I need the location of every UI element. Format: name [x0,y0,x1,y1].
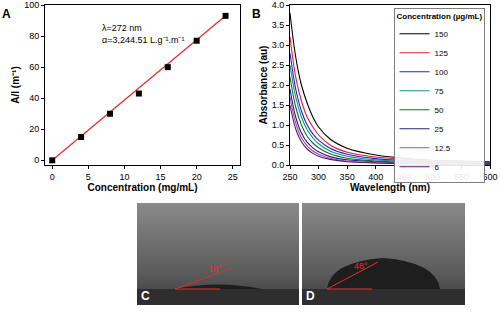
svg-text:0: 0 [50,172,55,182]
svg-text:D: D [306,289,315,303]
svg-text:100: 100 [435,68,449,77]
svg-text:25: 25 [228,172,238,182]
svg-text:Concentration (µg/mL): Concentration (µg/mL) [397,12,483,21]
svg-text:3.5: 3.5 [272,20,285,30]
svg-text:6: 6 [435,163,440,172]
svg-text:18°: 18° [208,264,222,274]
svg-text:C: C [141,289,150,303]
svg-text:Concentration (mg/mL): Concentration (mg/mL) [88,182,198,193]
svg-text:80: 80 [29,31,39,41]
svg-text:0: 0 [34,155,39,165]
svg-text:600: 600 [482,171,498,182]
svg-text:A/l (m⁻¹): A/l (m⁻¹) [10,66,21,103]
svg-text:75: 75 [435,87,444,96]
svg-text:40: 40 [29,93,39,103]
svg-text:350: 350 [340,172,355,182]
svg-text:48°: 48° [354,261,368,271]
svg-text:Wavelength (nm): Wavelength (nm) [350,182,430,193]
svg-text:A: A [2,7,11,21]
svg-text:0.5: 0.5 [272,140,285,150]
svg-text:20: 20 [192,172,202,182]
svg-text:250: 250 [282,172,297,182]
svg-text:100: 100 [24,0,39,10]
svg-text:2.5: 2.5 [272,60,285,70]
svg-text:4.0: 4.0 [272,0,285,10]
svg-text:2.0: 2.0 [272,80,285,90]
svg-text:50: 50 [435,106,444,115]
svg-text:12.5: 12.5 [435,144,451,153]
svg-text:1.5: 1.5 [272,100,285,110]
svg-text:Absorbance (au): Absorbance (au) [258,46,269,125]
svg-text:300: 300 [311,172,326,182]
svg-text:λ=272 nmα=3,244.51 L.g⁻¹.m⁻¹: λ=272 nmα=3,244.51 L.g⁻¹.m⁻¹ [102,23,185,45]
svg-text:1.0: 1.0 [272,120,285,130]
svg-text:5: 5 [86,172,91,182]
svg-text:0.0: 0.0 [272,160,285,170]
svg-text:25: 25 [435,125,444,134]
svg-text:10: 10 [119,172,129,182]
svg-text:60: 60 [29,62,39,72]
svg-text:400: 400 [368,172,383,182]
svg-text:15: 15 [156,172,166,182]
svg-text:150: 150 [435,30,449,39]
svg-text:B: B [252,7,261,21]
svg-text:125: 125 [435,49,449,58]
svg-text:20: 20 [29,124,39,134]
svg-text:3.0: 3.0 [272,40,285,50]
